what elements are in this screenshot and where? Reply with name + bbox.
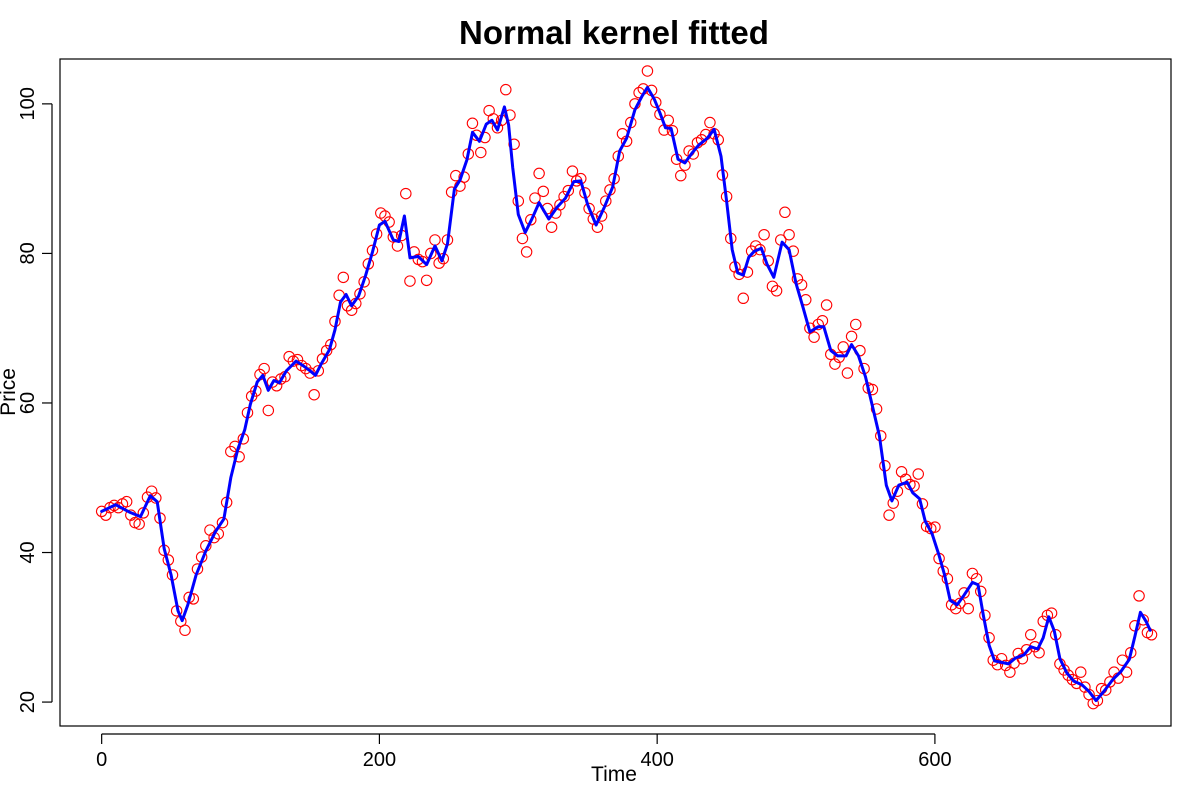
- data-point: [845, 330, 858, 343]
- data-point: [537, 185, 550, 198]
- data-point: [283, 350, 295, 363]
- data-point: [133, 518, 145, 530]
- data-point: [783, 228, 795, 241]
- data-point: [812, 318, 825, 331]
- data-point: [770, 285, 783, 297]
- data-point: [675, 169, 687, 182]
- data-point: [420, 274, 433, 287]
- data-point: [533, 167, 545, 180]
- data-point: [466, 117, 479, 130]
- data-point: [737, 292, 750, 305]
- data-point: [641, 65, 654, 77]
- data-point: [216, 516, 229, 529]
- data-point: [475, 146, 487, 159]
- data-point: [650, 96, 662, 109]
- data-point: [504, 109, 516, 121]
- y-tick-label: 40: [17, 541, 39, 563]
- data-point: [529, 192, 541, 204]
- data-point: [958, 587, 970, 599]
- data-point: [1074, 666, 1087, 678]
- x-tick-label: 400: [640, 749, 673, 771]
- data-point: [1062, 669, 1074, 681]
- data-point: [404, 275, 416, 287]
- x-tick-label: 0: [96, 749, 107, 771]
- data-point: [820, 299, 833, 311]
- data-point: [741, 266, 754, 278]
- data-point: [1066, 673, 1079, 686]
- x-tick-label: 600: [918, 749, 951, 771]
- data-point: [179, 624, 191, 637]
- data-point: [870, 403, 883, 415]
- data-point: [291, 353, 304, 366]
- data-point: [1133, 590, 1145, 602]
- data-point: [837, 341, 850, 353]
- data-point: [912, 468, 924, 480]
- data-point: [808, 331, 820, 343]
- data-point: [1145, 629, 1158, 641]
- data-point: [445, 186, 458, 198]
- x-axis: 0 200 400 600: [96, 733, 952, 771]
- data-point: [300, 362, 312, 375]
- data-point: [545, 221, 558, 233]
- data-point: [520, 246, 533, 258]
- data-point: [687, 148, 700, 160]
- data-point: [312, 365, 325, 377]
- data-point: [704, 116, 716, 129]
- data-point: [262, 404, 275, 417]
- chart-title: Normal kernel fitted: [459, 14, 769, 51]
- data-point: [779, 206, 791, 219]
- y-tick-label: 80: [17, 242, 39, 264]
- data-point: [766, 280, 779, 293]
- y-axis-title: Price: [0, 368, 20, 416]
- data-point: [679, 159, 691, 171]
- data-point: [1091, 694, 1104, 707]
- data-point: [400, 187, 412, 200]
- y-axis: 20 40 60 80 100: [17, 87, 53, 713]
- data-point: [829, 358, 841, 370]
- kernel-fit-line: [100, 85, 1152, 703]
- data-point: [508, 138, 520, 150]
- data-point: [962, 602, 974, 615]
- data-point: [429, 234, 441, 246]
- data-point: [1024, 629, 1037, 641]
- data-point: [258, 362, 270, 375]
- data-point: [850, 318, 862, 331]
- x-axis-title: Time: [591, 763, 637, 786]
- data-point: [308, 388, 320, 401]
- y-tick-label: 20: [17, 691, 39, 713]
- data-point: [758, 228, 770, 241]
- data-point: [841, 367, 854, 379]
- data-point: [483, 104, 495, 117]
- data-point: [583, 202, 595, 215]
- data-point: [991, 658, 1004, 671]
- plot-frame: [59, 58, 1172, 727]
- data-point: [1045, 607, 1058, 619]
- data-point: [566, 165, 579, 177]
- y-tick-label: 100: [17, 87, 39, 120]
- data-point: [525, 214, 537, 226]
- data-point: [516, 232, 529, 245]
- y-tick-label: 60: [17, 392, 39, 414]
- data-point: [120, 495, 133, 508]
- data-point: [500, 83, 512, 96]
- data-point: [883, 509, 895, 521]
- data-point: [337, 271, 350, 284]
- x-tick-label: 200: [363, 749, 396, 771]
- data-point: [1020, 643, 1033, 656]
- data-point: [233, 451, 245, 463]
- fitted-curve: [100, 85, 1152, 703]
- data-point: [999, 659, 1012, 672]
